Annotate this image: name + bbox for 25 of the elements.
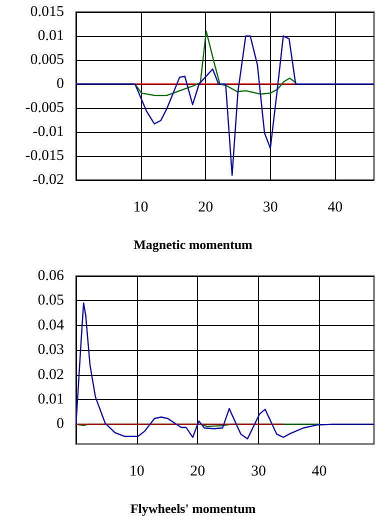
x-tick-label: 20: [198, 200, 214, 216]
x-tick-label: 10: [129, 464, 144, 480]
y-tick-label: 0.01: [38, 392, 64, 408]
y-tick-label: 0: [56, 76, 64, 92]
y-tick-label: 0.015: [30, 4, 64, 20]
y-tick-label: -0.015: [25, 148, 64, 164]
y-tick-label: -0.01: [32, 124, 64, 140]
x-tick-label: 30: [250, 464, 266, 480]
y-tick-label: 0.04: [38, 317, 64, 334]
y-tick-label: 0.005: [30, 52, 64, 68]
y-tick-label: -0.005: [25, 100, 64, 116]
x-tick-label: 40: [328, 200, 343, 216]
text: Flywheels' momentum: [130, 501, 256, 516]
y-tick-label: 0.03: [38, 342, 64, 358]
y-tick-label: 0.06: [38, 268, 64, 284]
y-tick-label: 0.02: [38, 366, 64, 383]
y-tick-label: 0: [56, 416, 64, 432]
x-tick-label: 10: [133, 200, 148, 216]
x-tick-label: 30: [262, 200, 278, 216]
x-tick-label: 20: [190, 464, 206, 480]
x-tick-label: 40: [312, 464, 327, 480]
text: Magnetic momentum: [134, 237, 253, 252]
y-tick-label: -0.02: [32, 172, 64, 188]
y-tick-label: 0.05: [38, 292, 64, 309]
y-tick-label: 0.01: [38, 28, 64, 44]
